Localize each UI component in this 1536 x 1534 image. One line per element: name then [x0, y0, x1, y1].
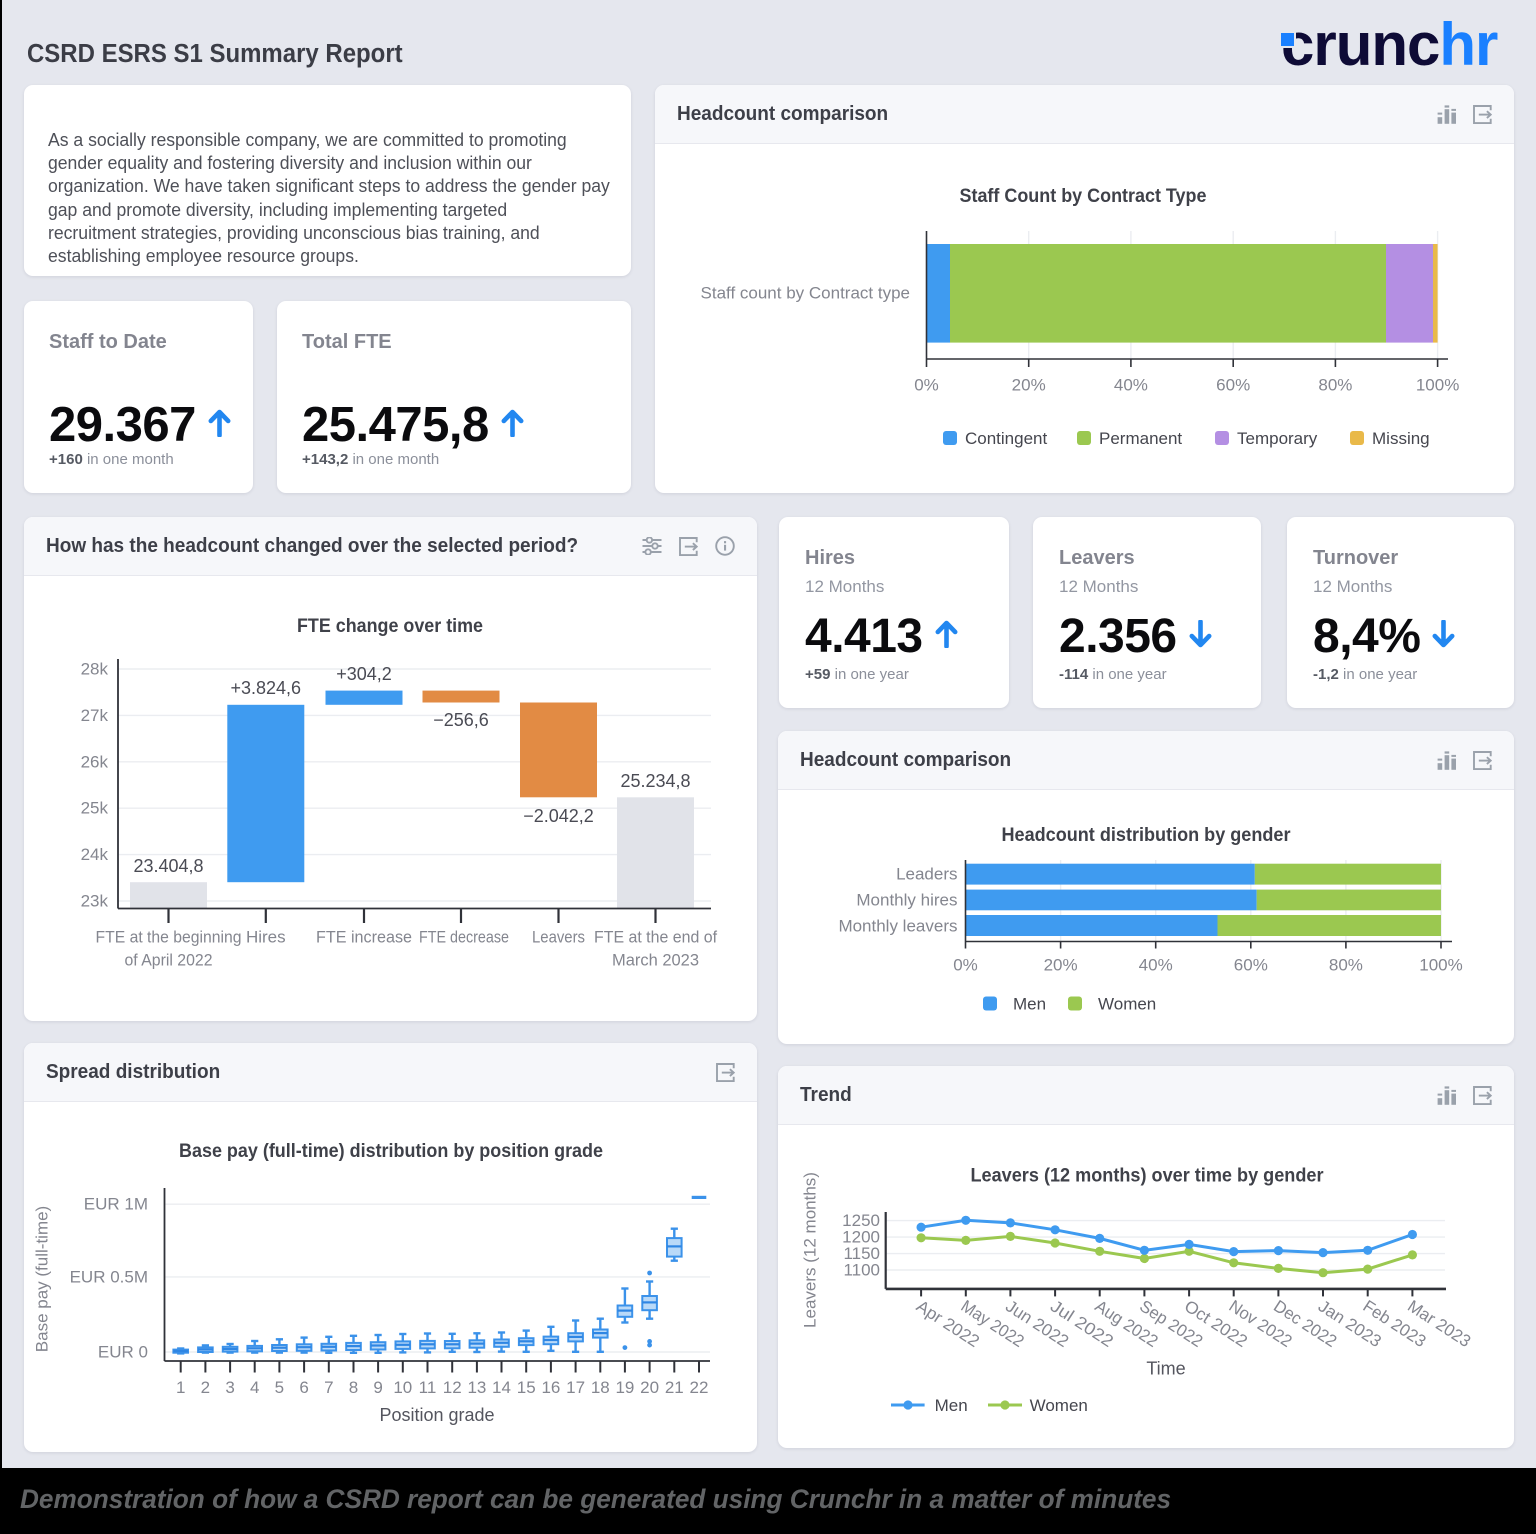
svg-text:20%: 20% — [1044, 956, 1078, 975]
svg-text:12: 12 — [443, 1378, 462, 1397]
svg-text:Staff Count by Contract Type: Staff Count by Contract Type — [960, 185, 1207, 207]
svg-text:80%: 80% — [1329, 956, 1363, 975]
svg-text:FTE change over time: FTE change over time — [297, 615, 483, 637]
svg-text:+304,2: +304,2 — [336, 664, 392, 684]
svg-text:Women: Women — [1030, 1396, 1088, 1415]
svg-text:17: 17 — [566, 1378, 585, 1397]
svg-text:EUR 0.5M: EUR 0.5M — [70, 1267, 148, 1286]
svg-text:15: 15 — [517, 1378, 536, 1397]
svg-text:Monthly hires: Monthly hires — [856, 891, 957, 910]
svg-text:FTE at the end of: FTE at the end of — [594, 928, 717, 947]
svg-text:5: 5 — [275, 1378, 284, 1397]
svg-text:28k: 28k — [81, 660, 109, 679]
svg-text:14: 14 — [492, 1378, 511, 1397]
svg-text:40%: 40% — [1139, 956, 1173, 975]
svg-text:FTE at the beginning: FTE at the beginning — [96, 928, 242, 947]
svg-text:27k: 27k — [81, 706, 109, 725]
svg-text:25k: 25k — [81, 799, 109, 818]
svg-text:FTE decrease: FTE decrease — [419, 928, 509, 947]
svg-text:3: 3 — [225, 1378, 234, 1397]
svg-text:1: 1 — [176, 1378, 185, 1397]
svg-text:Men: Men — [935, 1396, 968, 1415]
svg-text:1250: 1250 — [842, 1211, 880, 1230]
svg-text:Headcount distribution by gend: Headcount distribution by gender — [1002, 824, 1291, 846]
svg-text:6: 6 — [299, 1378, 308, 1397]
svg-text:Permanent: Permanent — [1099, 429, 1182, 448]
svg-text:16: 16 — [541, 1378, 560, 1397]
svg-text:1100: 1100 — [843, 1261, 880, 1280]
svg-text:25.234,8: 25.234,8 — [620, 771, 690, 791]
svg-text:Leavers (12 months) over time: Leavers (12 months) over time by gender — [971, 1165, 1324, 1187]
svg-text:80%: 80% — [1318, 376, 1352, 395]
svg-text:Leavers: Leavers — [532, 928, 585, 947]
svg-text:Base pay (full-time): Base pay (full-time) — [33, 1206, 52, 1352]
svg-text:8: 8 — [349, 1378, 358, 1397]
svg-text:20: 20 — [640, 1378, 659, 1397]
svg-text:26k: 26k — [81, 752, 109, 771]
svg-text:23k: 23k — [81, 892, 109, 911]
svg-text:Leavers (12 months): Leavers (12 months) — [801, 1172, 820, 1328]
svg-text:10: 10 — [393, 1378, 412, 1397]
svg-text:Men: Men — [1013, 995, 1046, 1014]
svg-text:19: 19 — [615, 1378, 634, 1397]
svg-text:1200: 1200 — [842, 1228, 880, 1247]
svg-text:0%: 0% — [953, 956, 978, 975]
svg-text:60%: 60% — [1234, 956, 1268, 975]
svg-text:13: 13 — [467, 1378, 486, 1397]
svg-text:Women: Women — [1098, 995, 1156, 1014]
svg-text:Missing: Missing — [1372, 429, 1430, 448]
svg-text:FTE increase: FTE increase — [316, 928, 412, 947]
svg-text:Leaders: Leaders — [896, 865, 957, 884]
svg-text:11: 11 — [419, 1378, 437, 1397]
svg-text:−2.042,2: −2.042,2 — [523, 806, 594, 826]
svg-text:+3.824,6: +3.824,6 — [231, 678, 302, 698]
svg-text:18: 18 — [591, 1378, 610, 1397]
svg-text:March 2023: March 2023 — [612, 951, 699, 970]
svg-text:crunchr: crunchr — [1281, 11, 1498, 75]
svg-text:EUR 1M: EUR 1M — [84, 1195, 148, 1214]
svg-text:60%: 60% — [1216, 376, 1250, 395]
svg-text:4: 4 — [250, 1378, 259, 1397]
svg-text:23.404,8: 23.404,8 — [133, 856, 203, 876]
svg-text:40%: 40% — [1114, 376, 1148, 395]
svg-text:7: 7 — [324, 1378, 333, 1397]
svg-text:24k: 24k — [81, 845, 109, 864]
svg-text:Staff count by Contract type: Staff count by Contract type — [701, 284, 910, 303]
svg-text:100%: 100% — [1416, 376, 1459, 395]
svg-text:Temporary: Temporary — [1237, 429, 1318, 448]
svg-text:Hires: Hires — [246, 928, 286, 947]
svg-text:21: 21 — [665, 1378, 684, 1397]
svg-text:2: 2 — [201, 1378, 210, 1397]
svg-text:Base pay (full-time) distribut: Base pay (full-time) distribution by pos… — [179, 1140, 603, 1162]
svg-text:22: 22 — [690, 1378, 709, 1397]
svg-text:EUR 0: EUR 0 — [98, 1343, 148, 1362]
svg-text:100%: 100% — [1419, 956, 1462, 975]
svg-text:of April 2022: of April 2022 — [125, 951, 213, 970]
svg-text:1150: 1150 — [843, 1244, 880, 1263]
svg-text:9: 9 — [373, 1378, 382, 1397]
svg-text:0%: 0% — [914, 376, 939, 395]
svg-text:Contingent: Contingent — [965, 429, 1048, 448]
svg-text:Position grade: Position grade — [379, 1405, 494, 1425]
svg-text:−256,6: −256,6 — [433, 710, 489, 730]
svg-text:Time: Time — [1146, 1359, 1185, 1379]
svg-text:20%: 20% — [1012, 376, 1046, 395]
svg-text:Monthly leavers: Monthly leavers — [838, 916, 957, 935]
